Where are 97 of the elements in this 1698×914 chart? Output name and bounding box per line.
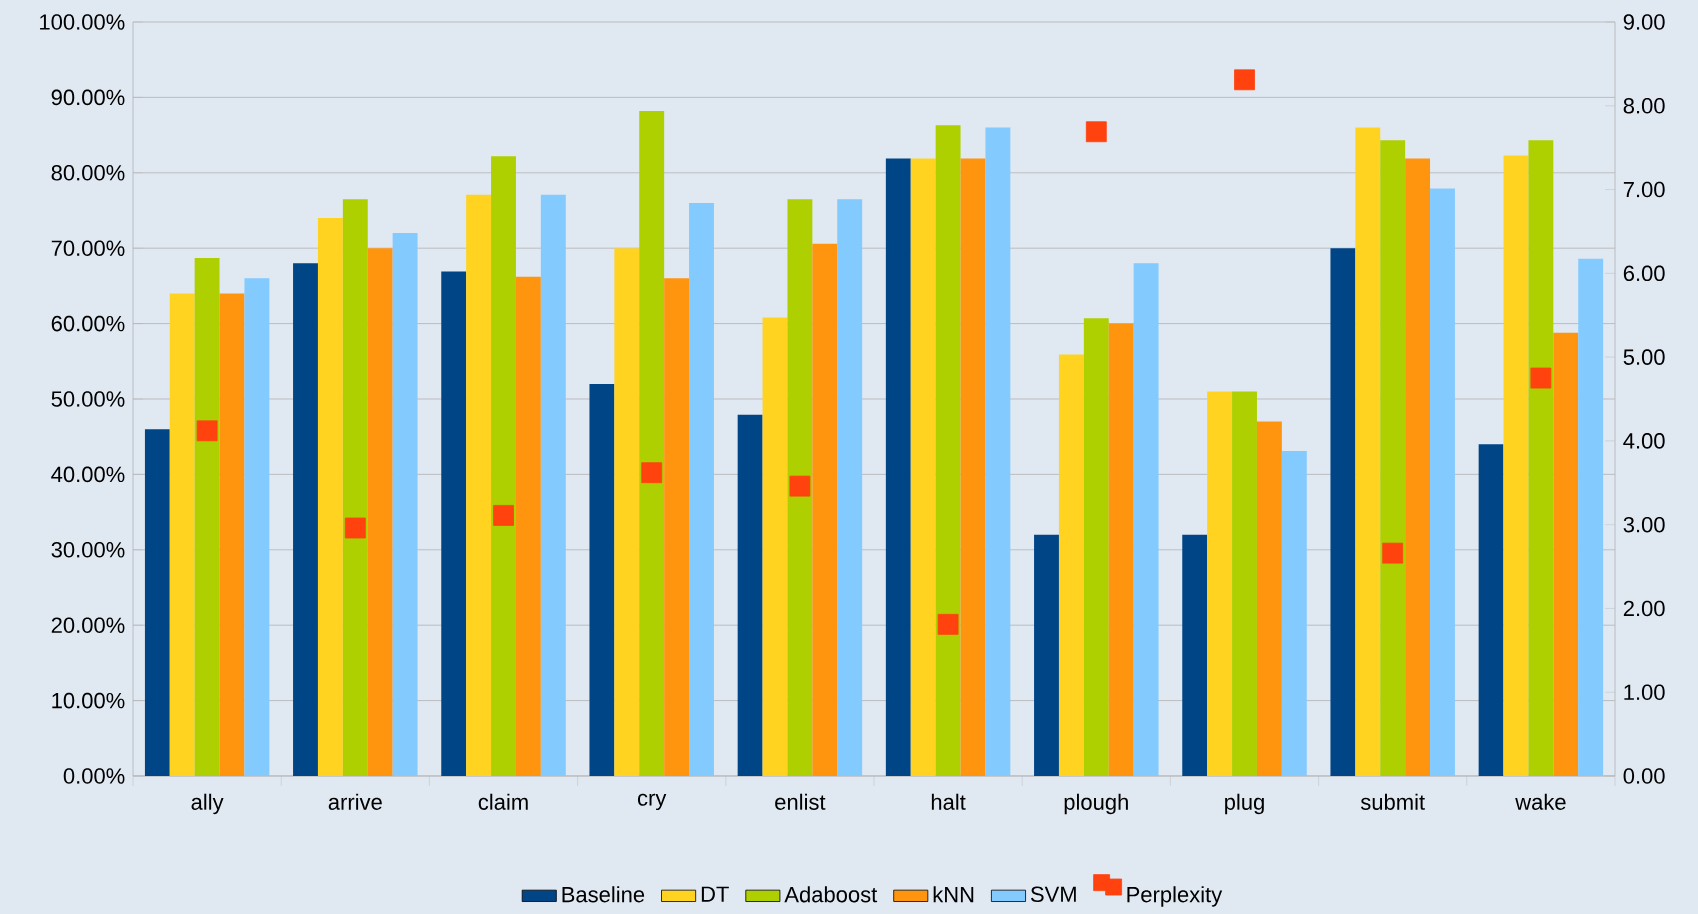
point bbox=[1085, 121, 1107, 143]
bar bbox=[664, 278, 690, 776]
y-tick-label: 100.00% bbox=[40, 14, 125, 30]
bar bbox=[1578, 258, 1604, 776]
bar bbox=[194, 257, 220, 776]
point bbox=[1234, 69, 1255, 91]
bar bbox=[737, 414, 763, 776]
point bbox=[1530, 367, 1552, 389]
bar bbox=[837, 199, 863, 776]
y-tick-label: 70.00% bbox=[51, 240, 125, 256]
bar bbox=[910, 158, 936, 776]
legend-label: Baseline bbox=[562, 886, 645, 903]
point bbox=[493, 505, 514, 526]
bar bbox=[935, 125, 961, 776]
bar bbox=[244, 278, 270, 776]
x-tick-label: enlist bbox=[775, 793, 826, 810]
bar bbox=[1034, 534, 1059, 776]
bar bbox=[515, 276, 541, 776]
bar bbox=[1281, 451, 1307, 776]
y2-tick-label: 5.00 bbox=[1623, 349, 1665, 365]
bar bbox=[689, 202, 714, 776]
y-tick-label: 30.00% bbox=[51, 542, 125, 558]
legend-label: DT bbox=[701, 886, 729, 902]
y-tick-label: 90.00% bbox=[51, 89, 125, 106]
bar bbox=[1330, 248, 1356, 776]
bar bbox=[614, 248, 640, 776]
bar bbox=[1528, 140, 1554, 776]
y-tick-label: 80.00% bbox=[51, 165, 125, 181]
legend-label: Perplexity bbox=[1127, 886, 1223, 907]
legend-label: SVM bbox=[1030, 886, 1076, 903]
bar bbox=[466, 194, 492, 776]
bar bbox=[1478, 444, 1504, 776]
point bbox=[344, 517, 366, 539]
point bbox=[789, 475, 811, 497]
x-tick-label: ally bbox=[191, 793, 224, 815]
bar bbox=[1405, 158, 1431, 776]
bar bbox=[1058, 354, 1084, 776]
y-tick-label: 20.00% bbox=[51, 617, 125, 633]
bar bbox=[1133, 263, 1159, 776]
y-tick-label: 0.00% bbox=[63, 768, 125, 784]
bar bbox=[367, 248, 393, 776]
y2-tick-label: 4.00 bbox=[1623, 433, 1665, 449]
bar bbox=[1232, 391, 1257, 776]
y-tick-label: 60.00% bbox=[51, 315, 125, 332]
x-tick-label: cry bbox=[637, 793, 667, 811]
bar bbox=[392, 233, 418, 776]
bar bbox=[317, 218, 343, 776]
x-tick-label: halt bbox=[931, 793, 966, 810]
bar bbox=[491, 156, 516, 776]
bar bbox=[1355, 127, 1381, 776]
bar bbox=[1430, 188, 1455, 776]
bar bbox=[1380, 140, 1406, 776]
y2-tick-label: 7.00 bbox=[1623, 181, 1665, 198]
bar bbox=[144, 429, 170, 776]
x-tick-label: wake bbox=[1515, 793, 1566, 810]
bar bbox=[1207, 391, 1233, 776]
y2-tick-label: 6.00 bbox=[1623, 265, 1665, 282]
bar bbox=[960, 158, 986, 776]
point bbox=[937, 613, 959, 635]
legend-label: kNN bbox=[933, 886, 974, 903]
bar bbox=[1256, 421, 1282, 776]
y2-tick-label: 0.00 bbox=[1623, 768, 1665, 784]
x-tick-label: submit bbox=[1360, 793, 1425, 810]
y-tick-label: 10.00% bbox=[52, 692, 125, 709]
bar bbox=[885, 158, 911, 776]
bar bbox=[1083, 318, 1109, 776]
bar bbox=[639, 110, 665, 776]
bar bbox=[787, 199, 813, 776]
y2-tick-label: 1.00 bbox=[1624, 684, 1665, 700]
bar bbox=[589, 383, 615, 776]
bar bbox=[985, 127, 1011, 776]
bar bbox=[540, 194, 566, 776]
x-tick-label: arrive bbox=[328, 793, 382, 810]
y2-tick-label: 3.00 bbox=[1623, 516, 1665, 533]
bar bbox=[219, 293, 245, 776]
y2-tick-label: 2.00 bbox=[1623, 600, 1665, 617]
point bbox=[1382, 542, 1404, 564]
y-tick-label: 40.00% bbox=[51, 466, 125, 483]
x-tick-label: plough bbox=[1064, 793, 1128, 815]
point bbox=[196, 420, 218, 442]
bar bbox=[441, 271, 467, 776]
bar bbox=[342, 199, 368, 776]
bar bbox=[1553, 332, 1579, 776]
bar bbox=[812, 243, 838, 776]
y2-tick-label: 9.00 bbox=[1623, 14, 1665, 30]
bar bbox=[293, 263, 318, 776]
bar bbox=[1108, 323, 1134, 776]
bar bbox=[169, 293, 195, 776]
bar bbox=[1503, 155, 1529, 776]
x-tick-label: plug bbox=[1225, 793, 1264, 815]
legend-label: Adaboost bbox=[784, 886, 878, 903]
x-tick-label: claim bbox=[478, 793, 528, 810]
bar bbox=[1182, 534, 1208, 776]
y2-tick-label: 8.00 bbox=[1623, 98, 1665, 114]
point bbox=[641, 462, 663, 484]
bar bbox=[762, 317, 788, 776]
y-tick-label: 50.00% bbox=[51, 391, 125, 407]
